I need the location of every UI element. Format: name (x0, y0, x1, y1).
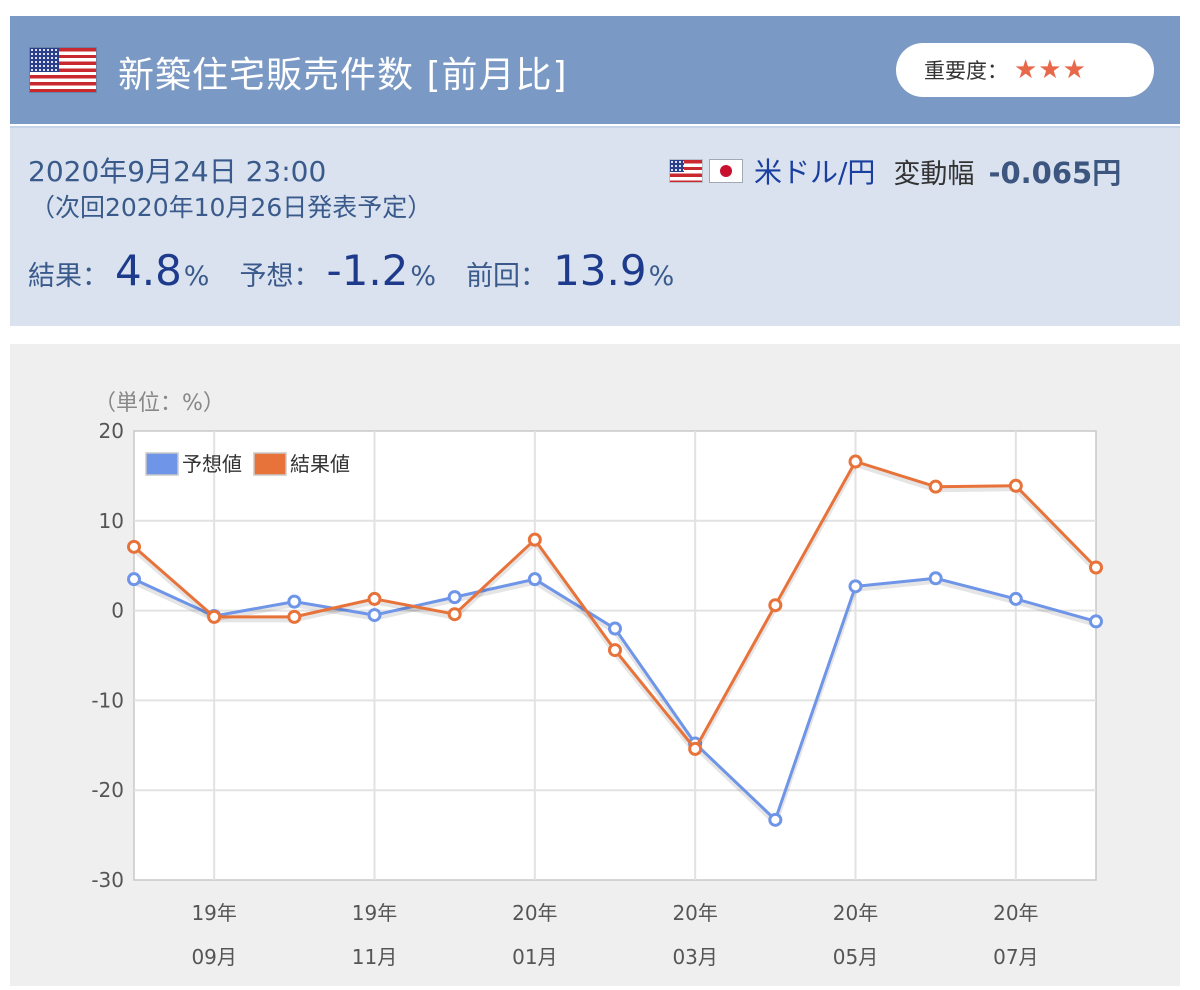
data-point-result (688, 741, 703, 756)
y-tick-label: -30 (91, 868, 124, 892)
x-tick-year: 20年 (833, 901, 878, 925)
data-point-forecast (768, 812, 783, 827)
line-chart: （単位：%） 20 10 0 -10 -20 -30 19年 09月 19年 11月 20年 01月… (91, 391, 1103, 969)
data-point-forecast (928, 571, 943, 586)
y-tick-label: 10 (99, 509, 124, 533)
previous-label: 前回： (466, 261, 548, 292)
x-tick-year: 19年 (191, 901, 236, 925)
x-tick-month: 09月 (191, 945, 236, 969)
data-point-result (1089, 560, 1103, 575)
data-point-result (367, 591, 382, 606)
x-tick-month: 05月 (833, 945, 878, 969)
chart-panel: （単位：%） 20 10 0 -10 -20 -30 19年 09月 19年 11月 20年 01月… (10, 344, 1180, 986)
forecast-value: -1.2 (326, 246, 409, 295)
importance-badge: 重要度： ★★★ (896, 43, 1154, 97)
chart-legend: 予想値 結果値 (145, 452, 350, 476)
data-point-forecast (367, 608, 382, 623)
data-point-result (848, 454, 863, 469)
release-info: 2020年9月24日 23:00 （次回2020年10月26日発表予定） 米ドル… (10, 126, 1180, 326)
x-tick-month: 11月 (352, 945, 397, 969)
data-point-result (928, 479, 943, 494)
legend-swatch-result (253, 452, 287, 476)
result-value: 4.8 (115, 246, 182, 295)
y-tick-label: -20 (91, 778, 124, 802)
x-tick-month: 07月 (993, 945, 1038, 969)
previous-percent: % (648, 261, 675, 292)
importance-label: 重要度： (924, 59, 1008, 83)
data-point-forecast (287, 594, 302, 609)
data-point-result (608, 643, 622, 658)
data-point-result (527, 532, 542, 547)
unit-label: （単位：%） (94, 391, 225, 416)
data-point-result (447, 607, 462, 622)
range-value: -0.065円 (988, 156, 1122, 190)
data-point-forecast (608, 621, 622, 636)
result-values: 結果： 4.8 % 予想： -1.2 % 前回： 13.9 % (28, 246, 674, 295)
y-tick-label: 20 (99, 419, 124, 443)
importance-stars: ★★★ (1014, 55, 1087, 85)
result-percent: % (183, 261, 210, 292)
data-point-forecast (848, 579, 863, 594)
y-tick-label: -10 (91, 688, 124, 712)
indicator-header: 新築住宅販売件数 [前月比] 重要度： ★★★ (10, 16, 1180, 124)
y-tick-label: 0 (111, 599, 124, 623)
x-tick-year: 20年 (993, 901, 1038, 925)
data-point-forecast (447, 590, 462, 605)
data-point-forecast (1008, 591, 1023, 606)
us-flag-icon (670, 160, 702, 182)
data-point-result (768, 598, 783, 613)
data-point-result (207, 609, 222, 624)
data-point-forecast (127, 572, 141, 587)
x-tick-year: 19年 (352, 901, 397, 925)
us-flag-icon (30, 48, 96, 92)
currency-pair-info: 米ドル/円 変動幅 -0.065円 (670, 150, 1121, 192)
data-point-forecast (1089, 614, 1103, 629)
x-tick-year: 20年 (512, 901, 557, 925)
release-date: 2020年9月24日 23:00 (28, 155, 327, 188)
x-tick-year: 20年 (672, 901, 717, 925)
x-tick-month: 03月 (672, 945, 717, 969)
forecast-label: 予想： (239, 261, 321, 292)
x-tick-month: 01月 (512, 945, 557, 969)
legend-label-result: 結果値 (290, 452, 350, 476)
indicator-title: 新築住宅販売件数 [前月比] (118, 55, 568, 96)
next-release: （次回2020年10月26日発表予定） (30, 193, 433, 222)
data-point-result (287, 609, 302, 624)
legend-swatch-forecast (145, 452, 179, 476)
currency-pair-link[interactable]: 米ドル/円 (754, 156, 876, 189)
range-label: 変動幅 (893, 158, 975, 190)
result-label: 結果： (28, 261, 109, 292)
data-point-forecast (527, 572, 542, 587)
legend-label-forecast: 予想値 (182, 452, 242, 476)
previous-value: 13.9 (553, 246, 647, 295)
data-point-result (127, 539, 141, 554)
forecast-percent: % (410, 261, 437, 292)
jp-flag-icon (710, 160, 742, 182)
data-point-result (1008, 478, 1023, 493)
